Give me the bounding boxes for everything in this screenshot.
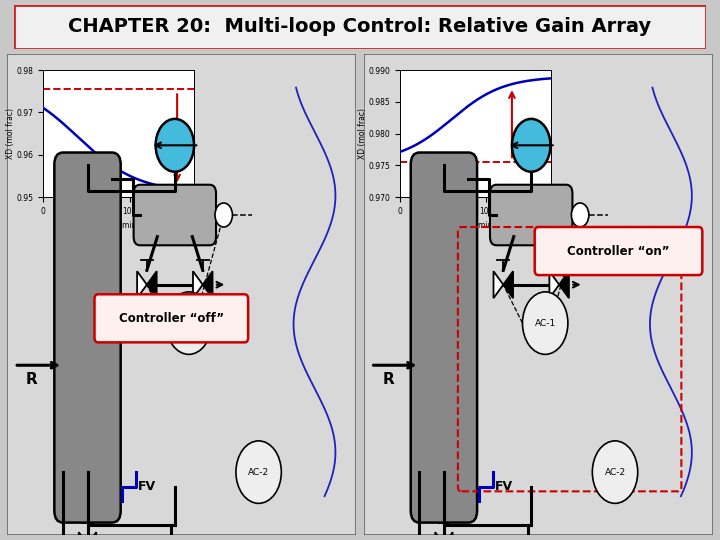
Circle shape (156, 119, 194, 172)
Y-axis label: XD (mol frac): XD (mol frac) (358, 108, 366, 159)
FancyBboxPatch shape (14, 5, 706, 49)
Text: Controller “on”: Controller “on” (567, 245, 670, 258)
Text: AC-2: AC-2 (605, 468, 626, 477)
Text: CHAPTER 20:  Multi-loop Control: Relative Gain Array: CHAPTER 20: Multi-loop Control: Relative… (68, 17, 652, 37)
Polygon shape (435, 532, 444, 540)
Circle shape (572, 203, 589, 227)
Text: FV: FV (138, 480, 156, 493)
Polygon shape (493, 271, 503, 298)
Circle shape (593, 441, 638, 503)
FancyBboxPatch shape (535, 227, 702, 275)
FancyBboxPatch shape (54, 152, 121, 523)
Polygon shape (559, 271, 569, 298)
Text: AC-1: AC-1 (178, 319, 199, 328)
Text: FV: FV (495, 480, 513, 493)
Y-axis label: XD (mol frac): XD (mol frac) (6, 108, 15, 159)
Text: AC-2: AC-2 (248, 468, 269, 477)
Text: R: R (26, 372, 37, 387)
Polygon shape (444, 532, 453, 540)
Circle shape (166, 292, 212, 354)
Polygon shape (503, 271, 513, 298)
Polygon shape (78, 532, 88, 540)
FancyBboxPatch shape (364, 54, 713, 535)
Polygon shape (137, 271, 147, 298)
Circle shape (236, 441, 282, 503)
FancyBboxPatch shape (7, 54, 356, 535)
FancyBboxPatch shape (134, 185, 216, 245)
FancyBboxPatch shape (410, 152, 477, 523)
Text: Controller “off”: Controller “off” (119, 312, 224, 325)
Polygon shape (549, 271, 559, 298)
Polygon shape (88, 532, 96, 540)
X-axis label: Time (min): Time (min) (98, 221, 140, 231)
FancyBboxPatch shape (490, 185, 572, 245)
Polygon shape (203, 271, 212, 298)
Polygon shape (147, 271, 157, 298)
Circle shape (215, 203, 233, 227)
Text: R: R (382, 372, 394, 387)
Text: AC-1: AC-1 (534, 319, 556, 328)
Polygon shape (193, 271, 203, 298)
Circle shape (523, 292, 568, 354)
Circle shape (512, 119, 550, 172)
X-axis label: Time (min): Time (min) (454, 221, 496, 231)
FancyBboxPatch shape (94, 294, 248, 342)
